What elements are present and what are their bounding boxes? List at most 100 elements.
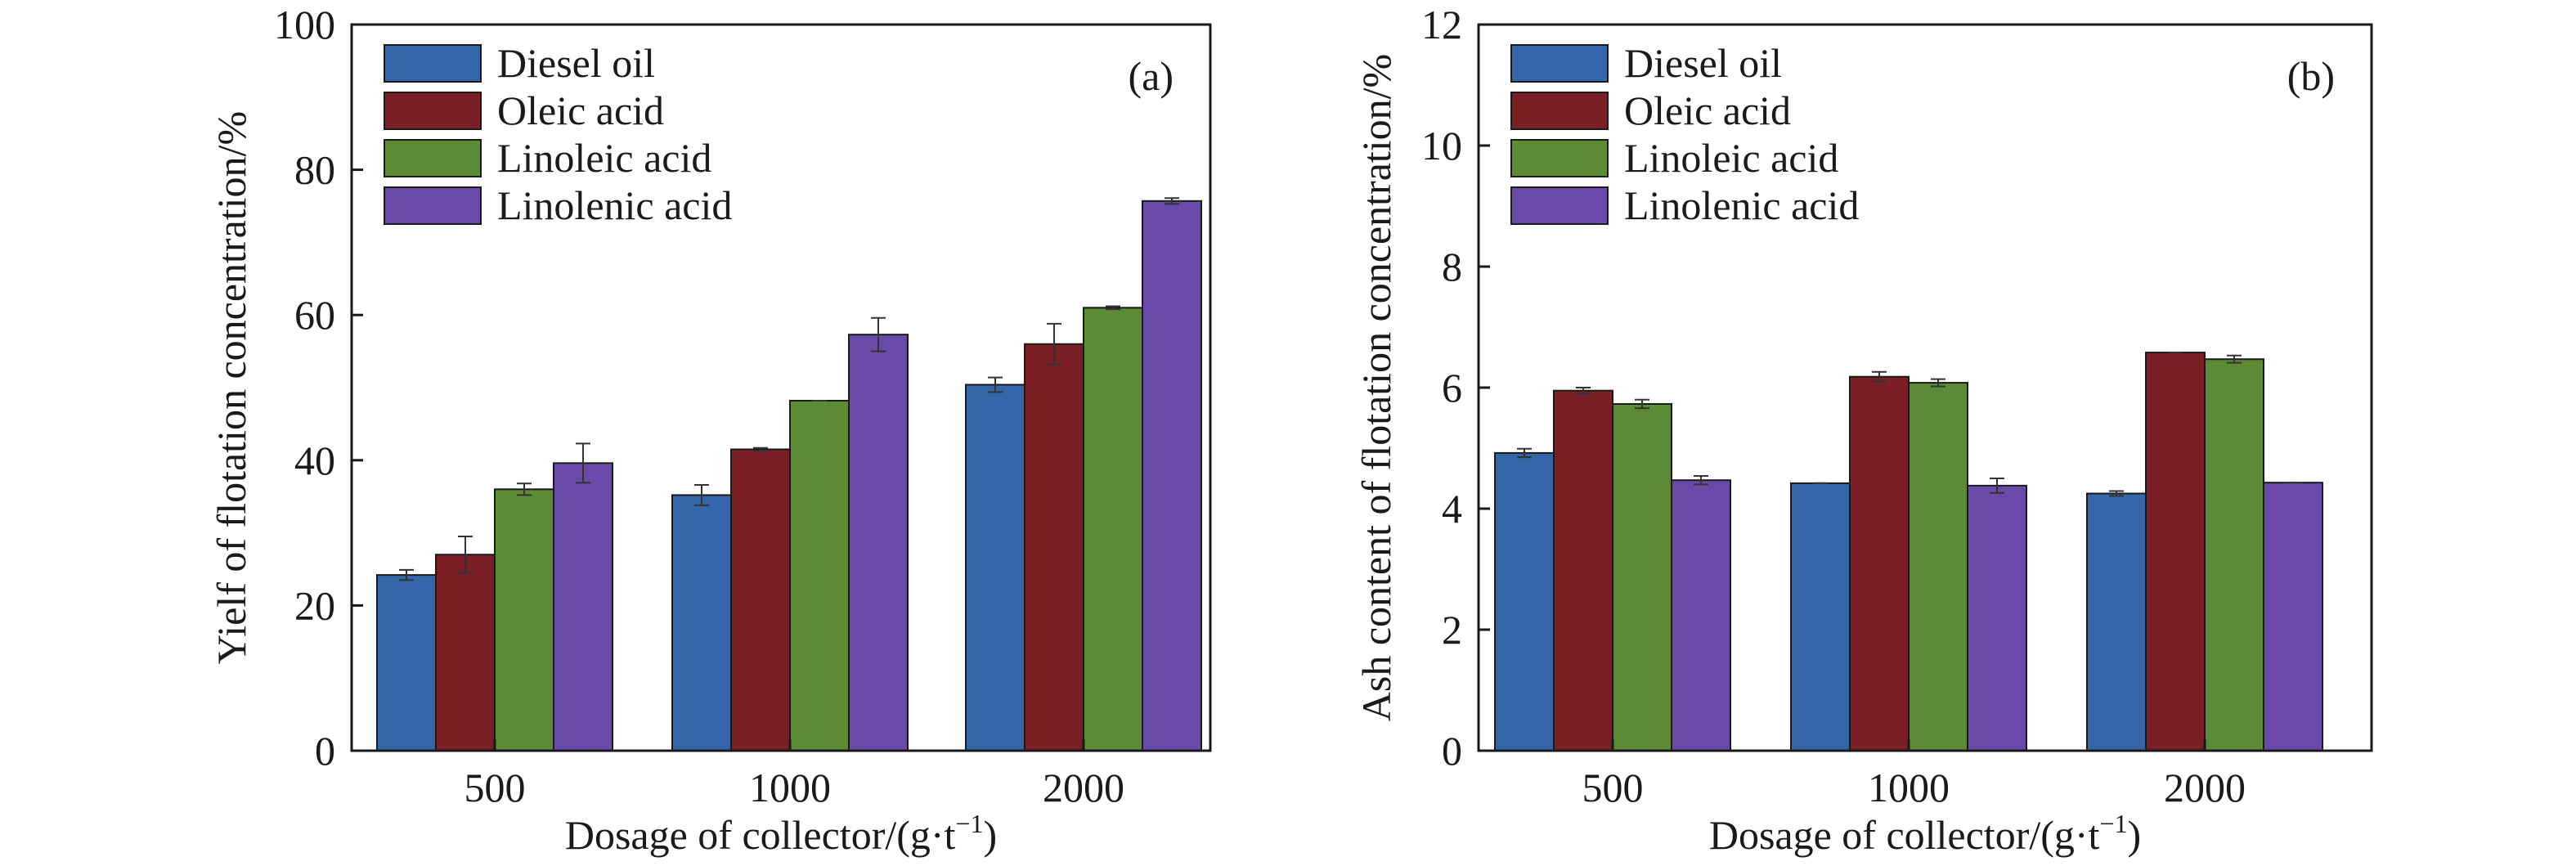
y-tick-label: 8 (1442, 244, 1462, 289)
error-bar (1047, 322, 1061, 366)
bar (553, 462, 613, 752)
legend-item: Oleic acid (1510, 87, 1791, 133)
bar (1142, 200, 1202, 752)
bar (2263, 482, 2323, 752)
bar (671, 494, 732, 752)
legend-item: Oleic acid (384, 87, 664, 133)
legend-item: Linoleic acid (384, 135, 711, 181)
bar (376, 574, 437, 752)
bar (1024, 343, 1084, 752)
chart-panel-a: 0 20 40 60 80 100 500 1000 2000 Dosage of collect… (209, 2, 1212, 858)
legend-item: Linolenic acid (1510, 182, 1859, 228)
x-tick-label: 500 (1582, 765, 1644, 810)
bar (2086, 492, 2147, 752)
y-axis-title: Ash content of flotation concentration/% (1353, 54, 1399, 721)
legend-swatch (384, 139, 482, 177)
error-bar (1165, 197, 1179, 205)
error-bar (753, 446, 768, 452)
y-tick-label: 0 (315, 728, 335, 774)
legend-label: Linolenic acid (1624, 182, 1859, 228)
bar (965, 384, 1025, 752)
y-tick-label: 4 (1442, 486, 1462, 532)
x-axis-title: Dosage of collector/(g·t−1) (1709, 809, 2141, 858)
error-bar (1576, 387, 1591, 395)
y-tick-label: 100 (274, 2, 335, 47)
bar (435, 554, 496, 752)
x-axis-title-main: Dosage of collector/(g·t (565, 812, 956, 858)
error-bar (1106, 305, 1120, 311)
y-tick-label: 6 (1442, 365, 1462, 411)
x-tick-label: 1000 (1868, 765, 1950, 810)
legend-item: Diesel oil (1510, 40, 1782, 86)
legend-label: Linolenic acid (497, 182, 732, 228)
bar (1790, 482, 1851, 752)
error-bar (576, 442, 590, 484)
x-axis-title-superscript: −1 (2099, 809, 2127, 838)
error-bar (1694, 475, 1708, 486)
legend-swatch (384, 186, 482, 225)
bar (1671, 479, 1731, 752)
error-bar (2227, 354, 2242, 364)
bar (1849, 375, 1910, 752)
bar (730, 448, 791, 752)
series-diesel-oil (376, 376, 1025, 752)
x-axis-title-superscript: −1 (955, 809, 983, 838)
bar (789, 399, 850, 752)
series-linolenic-acid (1671, 475, 2323, 752)
error-bar (399, 568, 414, 581)
bar (1908, 382, 1968, 752)
legend-swatch (1510, 186, 1609, 225)
legend-swatch (384, 92, 482, 130)
series-diesel-oil (1494, 447, 2147, 752)
legend-label: Linoleic acid (1624, 135, 1838, 181)
bar (1494, 451, 1555, 752)
y-tick-label: 12 (1421, 2, 1462, 47)
series-oleic-acid (435, 322, 1084, 752)
error-bar (517, 482, 532, 496)
legend-label: Linoleic acid (497, 135, 711, 181)
bar (494, 488, 554, 752)
chart-panel-b: 0 2 4 6 8 10 12 500 1000 2000 Dosage of collector/… (1353, 2, 2373, 858)
error-bar (871, 316, 886, 352)
legend-swatch (1510, 92, 1609, 130)
legend-item: Linolenic acid (384, 182, 732, 228)
error-bar (1635, 398, 1649, 410)
x-tick-label: 2000 (2164, 765, 2246, 810)
legend-swatch (1510, 44, 1609, 83)
x-axis-title-close: ) (983, 812, 997, 858)
series-linolenic-acid (553, 197, 1202, 752)
error-bar (1517, 447, 1532, 459)
panel-label: (a) (1129, 53, 1174, 99)
x-tick-label: 2000 (1043, 765, 1124, 810)
error-bar (988, 376, 1003, 393)
legend-swatch (384, 44, 482, 83)
legend-item: Linoleic acid (1510, 135, 1838, 181)
legend-label: Oleic acid (497, 87, 664, 133)
x-tick-label: 1000 (749, 765, 831, 810)
x-axis-title-close: ) (2127, 812, 2141, 858)
y-axis-title: Yielf of flotation concentration/% (209, 111, 254, 664)
bar (1553, 389, 1613, 752)
legend-swatch (1510, 139, 1609, 177)
bar (2204, 358, 2264, 752)
error-bar (458, 536, 473, 574)
bar (1967, 484, 2027, 752)
legend-item: Diesel oil (384, 40, 655, 86)
legend-label: Diesel oil (1624, 40, 1782, 86)
y-tick-label: 2 (1442, 607, 1462, 653)
x-axis-title-main: Dosage of collector/(g·t (1709, 812, 2100, 858)
y-tick-label: 20 (294, 582, 335, 628)
error-bar (1931, 378, 1945, 388)
x-tick-label: 500 (464, 765, 526, 810)
legend-label: Diesel oil (497, 40, 655, 86)
y-tick-label: 40 (294, 437, 335, 483)
series-oleic-acid (1553, 352, 2206, 752)
error-bar (1872, 370, 1887, 383)
legend-label: Oleic acid (1624, 87, 1791, 133)
bar (1083, 307, 1143, 752)
bar (848, 334, 909, 752)
series-linoleic-acid (494, 305, 1143, 752)
